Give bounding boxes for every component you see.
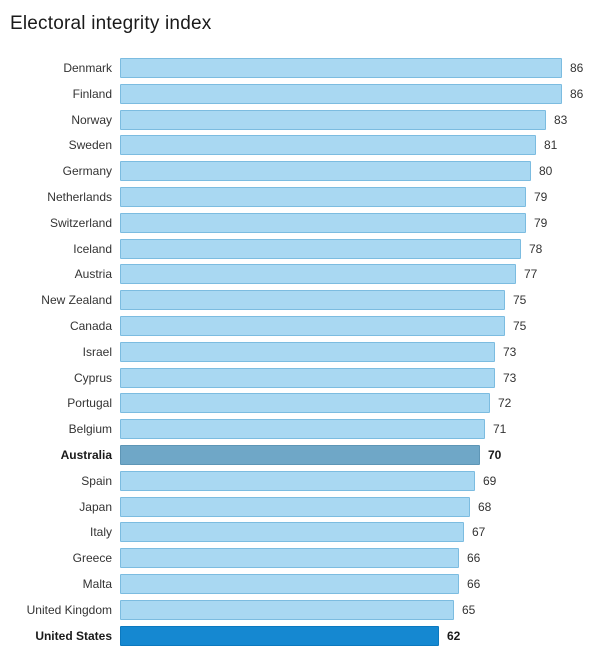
bar-row: Spain 69 [0,470,600,491]
bar-row: United States 62 [0,625,600,646]
country-label: Italy [89,525,112,540]
country-label: Germany [62,164,112,179]
country-label: Greece [72,551,112,566]
bar-row: Switzerland 79 [0,212,600,233]
country-label: Portugal [67,396,112,411]
country-label: Denmark [63,61,112,75]
country-label: Norway [71,112,112,127]
bar-row: Portugal 72 [0,393,600,414]
chart-title: Electoral integrity index [10,13,212,34]
bar [120,212,526,233]
bar-row: Japan 68 [0,496,600,517]
country-label: Malta [82,576,112,591]
value-label: 79 [534,215,548,230]
bar-row: Austria 77 [0,264,600,285]
bar-row: Sweden 81 [0,135,600,156]
bar-row: Italy 67 [0,522,600,543]
bar [120,135,536,156]
value-label: 86 [570,86,584,101]
bar [120,367,495,388]
country-label: Sweden [68,138,112,153]
country-label: Belgium [68,422,112,437]
country-label: United Kingdom [26,602,112,617]
value-label: 80 [539,164,553,179]
bar-row: Australia 70 [0,444,600,465]
value-label: 66 [467,551,481,566]
bar-row: Norway 83 [0,109,600,130]
bar-row: Canada 75 [0,315,600,336]
bar [120,315,505,336]
bar [120,573,459,594]
value-label: 86 [570,61,584,75]
bar-row: Greece 66 [0,548,600,569]
value-label: 69 [483,473,497,488]
bar [120,419,485,440]
value-label: 75 [513,293,527,308]
value-label: 77 [524,267,538,282]
bar-row: Belgium 71 [0,419,600,440]
value-label: 66 [467,576,481,591]
bar [120,341,495,362]
bar-row: Cyprus 73 [0,367,600,388]
country-label: Iceland [73,241,112,256]
value-label: 73 [503,344,517,359]
value-label: 83 [554,112,568,127]
bar [120,186,526,207]
country-label: New Zealand [41,293,112,308]
value-label: 75 [513,318,527,333]
country-label: United States [35,628,112,643]
bar-chart: Denmark 86 Finland 86 Norway 83 Sweden 81 German… [0,58,600,646]
bar [120,599,454,620]
bar [120,625,439,646]
value-label: 65 [462,602,476,617]
country-label: Australia [60,447,112,462]
bar [120,83,562,104]
value-label: 68 [478,499,492,514]
value-label: 78 [529,241,543,256]
country-label: Spain [81,473,112,488]
value-label: 67 [472,525,486,540]
country-label: Canada [69,318,112,333]
bar-row: Israel 73 [0,341,600,362]
bar-row: New Zealand 75 [0,290,600,311]
bar-row: Netherlands 79 [0,186,600,207]
bar-row: Finland 86 [0,83,600,104]
value-label: 79 [534,189,548,204]
bar-row: Germany 80 [0,161,600,182]
bar [120,264,516,285]
value-label: 62 [447,628,461,643]
bar-row: Malta 66 [0,573,600,594]
country-label: Austria [74,267,112,282]
bar-row: United Kingdom 65 [0,599,600,620]
bar-row: Iceland 78 [0,238,600,259]
country-label: Israel [82,344,112,359]
value-label: 70 [488,447,502,462]
value-label: 72 [498,396,512,411]
bar [120,58,562,78]
bar [120,548,459,569]
bar [120,522,464,543]
bar [120,290,505,311]
country-label: Cyprus [73,370,112,385]
bar [120,470,475,491]
bar [120,444,480,465]
value-label: 81 [544,138,558,153]
bar [120,496,470,517]
value-label: 73 [503,370,517,385]
bar [120,161,531,182]
country-label: Japan [79,499,112,514]
bar [120,393,490,414]
country-label: Netherlands [47,189,112,204]
value-label: 71 [493,422,507,437]
bar [120,109,546,130]
country-label: Switzerland [49,215,112,230]
country-label: Finland [72,86,112,101]
bar [120,238,521,259]
bar-row: Denmark 86 [0,58,600,78]
